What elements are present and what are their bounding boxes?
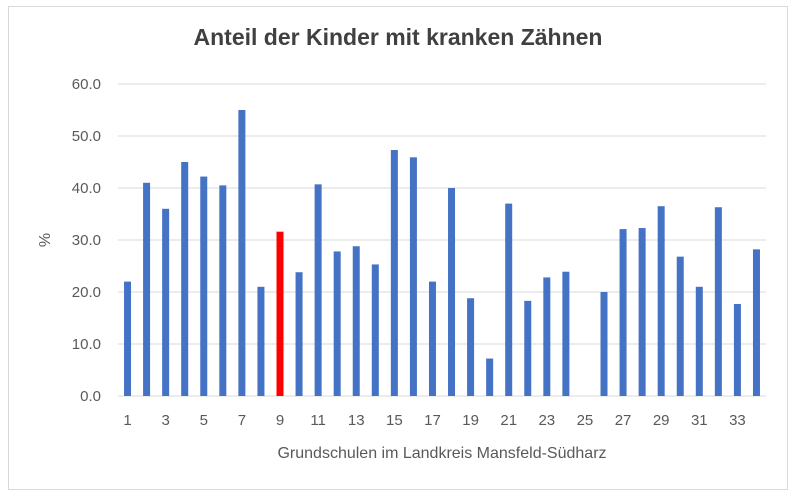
- bar: [486, 358, 494, 396]
- bar: [676, 256, 684, 396]
- bar: [543, 277, 551, 396]
- bar: [181, 162, 189, 396]
- x-axis-ticks: 1 3 5 7 9 11 13 15 17 19 21 23 25 27 29 31 33: [123, 412, 745, 429]
- bars: [124, 110, 760, 396]
- y-tick-label: 60.0: [72, 76, 101, 93]
- bar: [143, 182, 151, 396]
- bar: [448, 188, 456, 396]
- bar: [619, 229, 627, 396]
- y-tick-label: 50.0: [72, 128, 101, 145]
- bar: [733, 303, 741, 396]
- bar: [219, 185, 227, 396]
- bar: [714, 207, 722, 396]
- y-tick-label: 40.0: [72, 180, 101, 197]
- bar: [200, 176, 208, 396]
- y-tick-label: 10.0: [72, 336, 101, 353]
- x-tick-label: 5: [200, 412, 208, 429]
- x-tick-label: 31: [691, 412, 708, 429]
- bar: [695, 286, 703, 396]
- bar: [524, 300, 532, 396]
- bar: [752, 249, 760, 396]
- x-tick-label: 1: [123, 412, 131, 429]
- bar: [333, 251, 341, 396]
- bar: [124, 281, 132, 396]
- y-tick-label: 20.0: [72, 284, 101, 301]
- bar: [162, 208, 170, 396]
- bar: [352, 246, 360, 396]
- bar: [295, 272, 303, 396]
- x-tick-label: 33: [729, 412, 746, 429]
- x-tick-label: 23: [538, 412, 555, 429]
- bar: [467, 298, 475, 396]
- bar: [505, 203, 513, 396]
- x-tick-label: 11: [310, 412, 326, 429]
- bar: [390, 150, 398, 396]
- bar: [257, 286, 265, 396]
- y-tick-label: 30.0: [72, 232, 101, 249]
- x-tick-label: 21: [500, 412, 517, 429]
- x-tick-label: 29: [653, 412, 670, 429]
- bar: [314, 184, 322, 396]
- x-tick-label: 17: [424, 412, 441, 429]
- chart-title: Anteil der Kinder mit kranken Zähnen: [193, 24, 603, 50]
- bar-highlighted: [276, 231, 284, 396]
- bar: [600, 292, 608, 396]
- x-tick-label: 3: [161, 412, 169, 429]
- x-tick-label: 13: [348, 412, 365, 429]
- bar: [657, 206, 665, 396]
- y-tick-label: 0.0: [80, 388, 101, 405]
- y-axis-title: %: [37, 233, 54, 247]
- x-tick-label: 19: [462, 412, 479, 429]
- bar: [409, 157, 417, 396]
- bar: [238, 110, 246, 396]
- gridlines: [118, 83, 766, 397]
- x-tick-label: 27: [615, 412, 632, 429]
- bar: [428, 281, 436, 396]
- bar: [371, 264, 379, 396]
- x-tick-label: 25: [577, 412, 594, 429]
- bar: [638, 228, 646, 396]
- bar: [562, 271, 570, 396]
- x-tick-label: 9: [276, 412, 284, 429]
- x-axis-title: Grundschulen im Landkreis Mansfeld-Südha…: [277, 445, 606, 462]
- x-tick-label: 15: [386, 412, 403, 429]
- x-tick-label: 7: [238, 412, 246, 429]
- y-axis-ticks: 0.0 10.0 20.0 30.0 40.0 50.0 60.0: [72, 76, 101, 405]
